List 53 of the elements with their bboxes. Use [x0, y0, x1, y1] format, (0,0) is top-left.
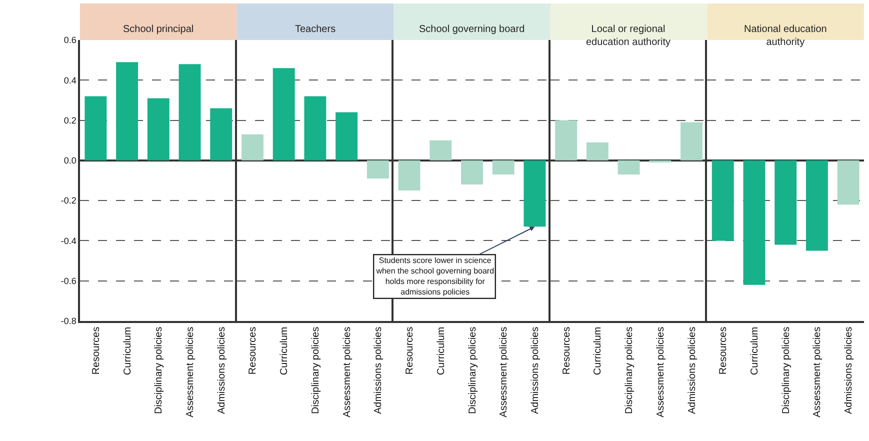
x-tick-label: Admissions policies	[373, 326, 384, 414]
x-tick-label: Resources	[90, 326, 102, 375]
x-tick-label: Curriculum	[279, 326, 290, 376]
annotation: Students score lower in science when the school governing board holds more responsibility for admissions policies	[375, 256, 494, 296]
y-tick-label: 0.0	[64, 156, 76, 166]
y-tick-label: 0.4	[64, 75, 76, 86]
bar	[680, 122, 702, 160]
x-tick-label: Resources	[561, 326, 572, 375]
bar	[210, 108, 232, 160]
x-tick-label: Resources	[718, 326, 730, 375]
x-tick-label: Resources	[404, 326, 416, 375]
x-tick-label: Assessment policies	[498, 326, 510, 418]
x-tick-label: Assessment policies	[342, 326, 353, 418]
x-tick-label: Curriculum	[749, 326, 760, 376]
x-tick-label: Disciplinary policies	[780, 326, 792, 414]
chart-title: School governing board	[419, 24, 525, 35]
bar	[366, 160, 389, 178]
x-tick-label: Curriculum	[122, 326, 134, 376]
chart-title: Teachers	[295, 24, 336, 35]
bar	[84, 96, 107, 160]
x-tick-label: Admissions policies	[216, 326, 228, 414]
x-tick-label: Disciplinary policies	[624, 326, 636, 414]
bar	[336, 112, 358, 160]
y-tick-label: -0.2	[60, 196, 76, 206]
chart-title: Local or regional education authority	[586, 24, 671, 48]
bar	[618, 160, 640, 174]
bar	[116, 62, 138, 160]
bar	[272, 68, 295, 160]
bar	[147, 98, 170, 160]
x-tick-label: Disciplinary policies	[467, 326, 478, 414]
chart-title: National education authority	[744, 24, 827, 48]
y-tick-label: 0.6	[64, 35, 76, 46]
y-tick-label: 0.2	[64, 115, 76, 126]
x-tick-label: Assessment policies	[185, 326, 196, 418]
x-tick-label: Curriculum	[592, 326, 604, 376]
x-tick-label: Resources	[248, 326, 259, 375]
x-tick-label: Admissions policies	[686, 326, 698, 414]
x-tick-label: Disciplinary policies	[154, 326, 165, 414]
bar	[555, 120, 578, 160]
bar	[242, 134, 264, 160]
y-tick-label: -0.8	[60, 316, 76, 326]
bar	[304, 96, 326, 160]
bar	[586, 142, 608, 160]
x-tick-label: Disciplinary policies	[310, 326, 322, 414]
x-tick-label: Assessment policies	[655, 326, 666, 418]
x-tick-label: Admissions policies	[844, 326, 855, 414]
y-tick-label: -0.6	[60, 276, 76, 286]
bar	[178, 64, 201, 160]
x-tick-label: Admissions policies	[530, 326, 541, 414]
chart-title: School principal	[123, 24, 194, 35]
x-tick-label: Curriculum	[436, 326, 447, 376]
x-tick-label: Assessment policies	[812, 326, 824, 418]
y-tick-label: -0.4	[60, 236, 76, 246]
